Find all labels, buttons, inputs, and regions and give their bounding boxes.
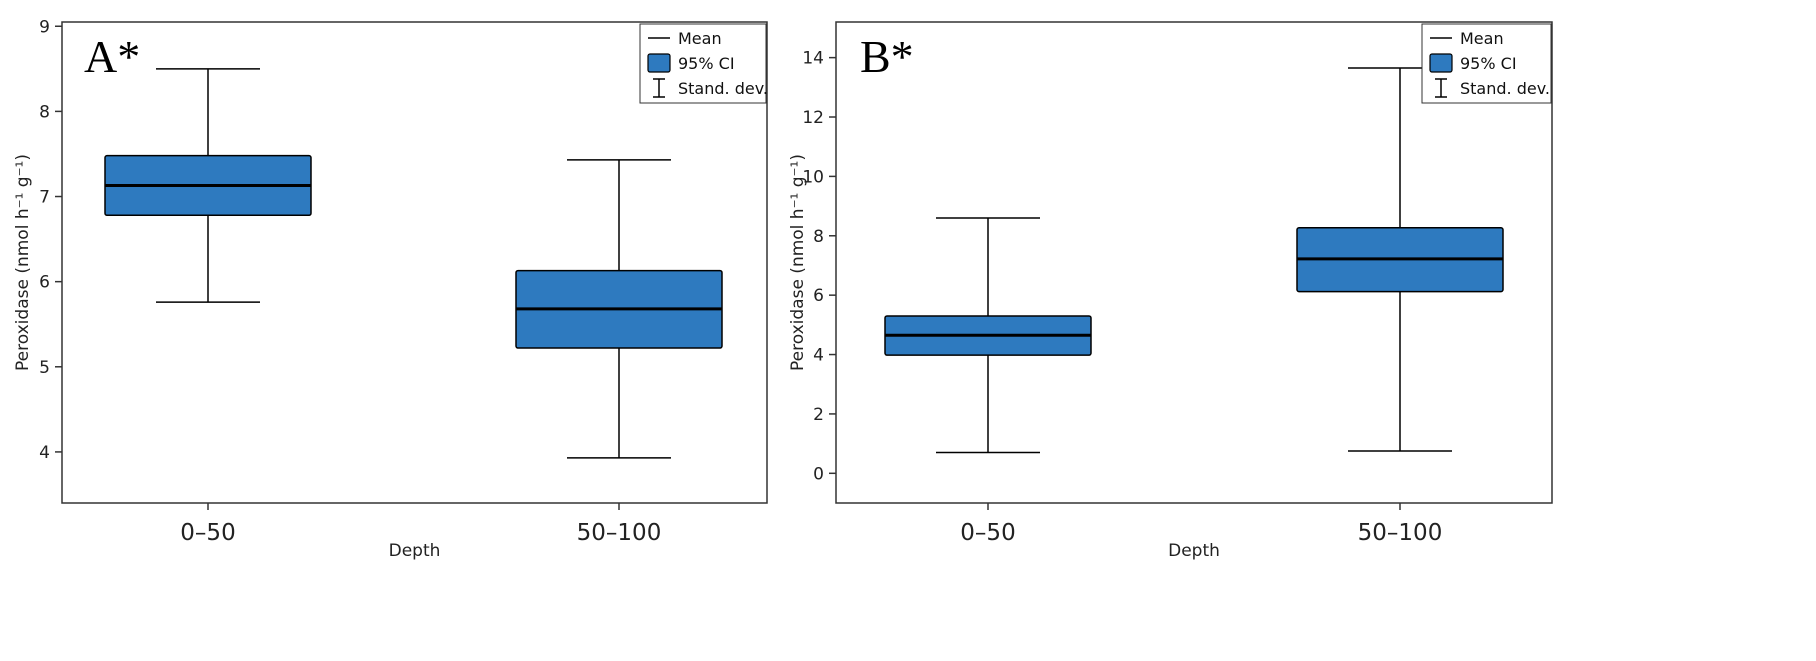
y-tick-label: 6 bbox=[813, 286, 824, 306]
y-tick-label: 7 bbox=[39, 188, 50, 208]
y-tick-label: 0 bbox=[813, 464, 824, 484]
x-axis-title: Depth bbox=[1168, 541, 1220, 561]
legend-ci-swatch bbox=[1429, 53, 1453, 73]
y-tick-label: 12 bbox=[802, 108, 824, 128]
panel-label: A* bbox=[84, 31, 140, 82]
plot-frame bbox=[835, 21, 1553, 504]
y-tick-label: 6 bbox=[39, 273, 50, 293]
legend-label: 95% CI bbox=[1460, 54, 1517, 73]
panel-label: B* bbox=[860, 31, 914, 82]
legend-label: Mean bbox=[678, 29, 722, 48]
y-axis-title: Peroxidase (nmol h⁻¹ g⁻¹) bbox=[13, 154, 33, 371]
y-tick-label: 5 bbox=[39, 358, 50, 378]
legend-label: 95% CI bbox=[678, 54, 735, 73]
y-tick-label: 14 bbox=[802, 49, 824, 69]
y-tick-label: 10 bbox=[802, 167, 824, 187]
x-category-label: 50–100 bbox=[1358, 520, 1443, 546]
legend-label: Mean bbox=[1460, 29, 1504, 48]
plot-frame bbox=[61, 21, 768, 504]
y-tick-label: 8 bbox=[813, 227, 824, 247]
y-tick-label: 9 bbox=[39, 17, 50, 37]
panel-b: 0 2 4 6 8 10 12 14 0–50 50–100 Depth Peroxidase (nm… bbox=[788, 21, 1553, 561]
box-1 bbox=[1296, 67, 1504, 452]
legend-ci-swatch bbox=[647, 53, 671, 73]
box-0 bbox=[104, 68, 312, 303]
x-category-label: 50–100 bbox=[577, 520, 662, 546]
y-tick-label: 4 bbox=[39, 443, 50, 463]
y-axis-title: Peroxidase (nmol h⁻¹ g⁻¹) bbox=[788, 154, 808, 371]
panel-a: 4 5 6 7 8 9 0–50 50–100 Depth Peroxidase (nmol h⁻… bbox=[13, 17, 768, 561]
y-tick-label: 2 bbox=[813, 405, 824, 425]
box-1 bbox=[515, 159, 723, 459]
y-tick-label: 4 bbox=[813, 346, 824, 366]
legend-label: Stand. dev. bbox=[678, 79, 768, 98]
x-category-label: 0–50 bbox=[960, 520, 1015, 546]
legend-label: Stand. dev. bbox=[1460, 79, 1550, 98]
x-category-label: 0–50 bbox=[180, 520, 235, 546]
legend: Mean 95% CI Stand. dev. bbox=[639, 23, 768, 104]
box-0 bbox=[884, 217, 1092, 454]
legend: Mean 95% CI Stand. dev. bbox=[1421, 23, 1552, 104]
x-axis-title: Depth bbox=[389, 541, 441, 561]
y-tick-label: 8 bbox=[39, 102, 50, 122]
